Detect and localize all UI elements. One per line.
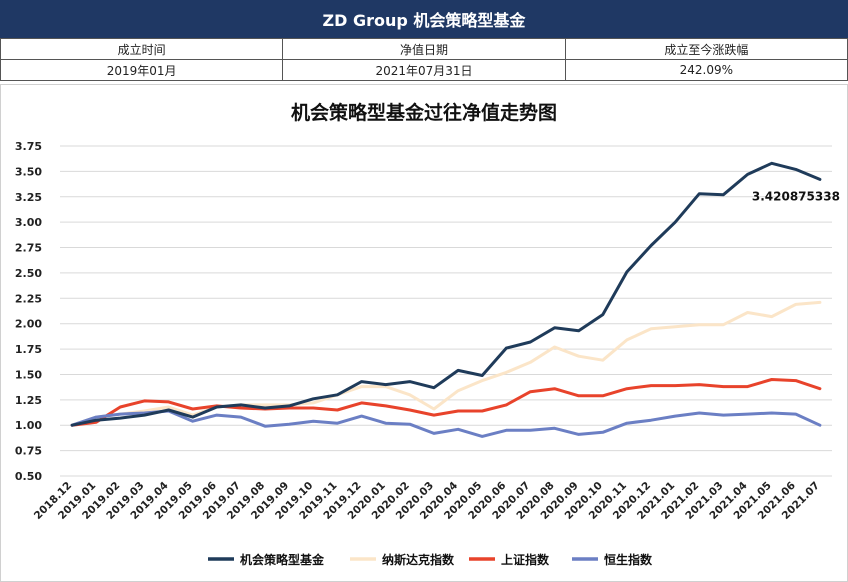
- info-value-row: 2019年01月 2021年07月31日 242.09%: [0, 59, 848, 81]
- annotation-layer: 3.420875338: [752, 189, 840, 203]
- series-line: [70, 300, 822, 427]
- chart-title: 机会策略型基金过往净值走势图: [291, 101, 557, 124]
- header-bar: ZD Group 机会策略型基金: [0, 0, 848, 38]
- legend-label: 上证指数: [501, 552, 550, 567]
- info-header-row: 成立时间 净值日期 成立至今涨跌幅: [0, 38, 848, 60]
- y-tick-label: 3.75: [15, 140, 42, 153]
- y-tick-label: 0.50: [15, 470, 42, 483]
- y-tick-label: 2.25: [15, 292, 42, 305]
- legend-layer: 机会策略型基金 纳斯达克指数 上证指数 恒生指数: [208, 552, 653, 567]
- y-tick-label: 2.50: [15, 267, 42, 280]
- legend-label: 纳斯达克指数: [382, 552, 455, 567]
- series-line: [70, 161, 822, 427]
- info-table: 成立时间 净值日期 成立至今涨跌幅 2019年01月 2021年07月31日 2…: [0, 38, 848, 81]
- y-tick-label: 2.00: [15, 318, 42, 331]
- series-layer: [70, 161, 822, 438]
- y-tick-label: 1.50: [15, 368, 42, 381]
- series-line: [70, 409, 822, 438]
- info-value-cell: 2019年01月: [0, 59, 284, 81]
- series-line: [70, 378, 822, 427]
- y-tick-label: 3.50: [15, 165, 42, 178]
- y-tick-label: 3.00: [15, 216, 42, 229]
- info-value-cell: 2021年07月31日: [282, 59, 566, 81]
- header-title: ZD Group 机会策略型基金: [322, 11, 526, 30]
- legend-label: 恒生指数: [604, 552, 653, 567]
- y-tick-label: 1.00: [15, 419, 42, 432]
- data-label: 3.420875338: [752, 189, 840, 203]
- y-tick-label: 1.25: [15, 394, 42, 407]
- y-tick-label: 0.75: [15, 445, 42, 458]
- y-tick-label: 1.75: [15, 343, 42, 356]
- legend-label: 机会策略型基金: [240, 552, 325, 567]
- info-value-cell: 242.09%: [564, 59, 848, 81]
- y-tick-label: 2.75: [15, 242, 42, 255]
- axis-layer: 0.50 0.75 1.00 1.25 1.50 1.75 2.00 2.25 2.50 2.75…: [15, 140, 822, 522]
- y-tick-label: 3.25: [15, 191, 42, 204]
